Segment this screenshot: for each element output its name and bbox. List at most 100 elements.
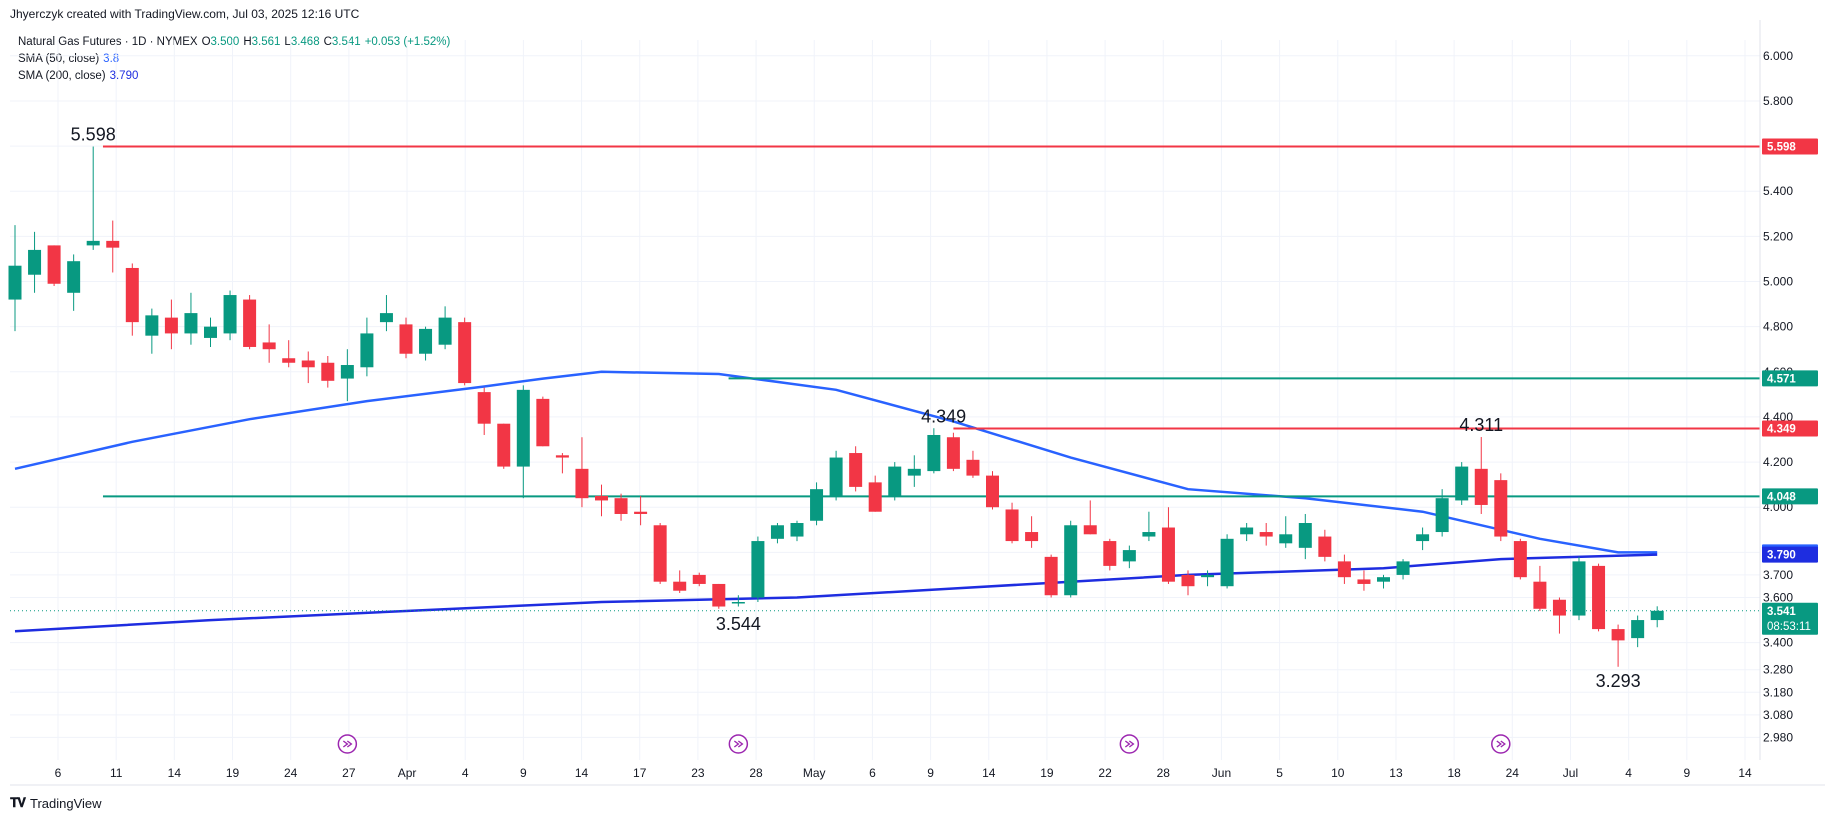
candle[interactable]: [1044, 554, 1058, 598]
symbol-name[interactable]: Natural Gas Futures · 1D · NYMEX: [18, 36, 198, 48]
candle[interactable]: [653, 523, 667, 584]
candle[interactable]: [692, 572, 706, 587]
candle[interactable]: [1611, 624, 1625, 667]
candle[interactable]: [1318, 529, 1332, 562]
candle[interactable]: [1572, 556, 1586, 621]
candle[interactable]: [1650, 606, 1664, 628]
candle[interactable]: [1494, 473, 1508, 542]
candle[interactable]: [555, 453, 569, 474]
candle[interactable]: [301, 351, 315, 384]
candle[interactable]: [223, 290, 237, 341]
candle[interactable]: [888, 462, 902, 501]
time-axis[interactable]: 6 11 14 19 24 27 Apr 4 9 14 17 23 28 May 6 9 14 19 22 28 Jun…: [10, 766, 1825, 786]
dividend-event-icon[interactable]: [1491, 734, 1511, 754]
candle[interactable]: [379, 295, 393, 332]
candle[interactable]: [497, 423, 511, 469]
candle[interactable]: [536, 396, 550, 447]
candle[interactable]: [966, 450, 980, 478]
candle[interactable]: [1220, 534, 1234, 589]
candle[interactable]: [1631, 615, 1645, 648]
candle[interactable]: [712, 583, 726, 609]
candle[interactable]: [86, 146, 100, 250]
price-axis[interactable]: 6.0005.8005.6005.4005.2005.0004.8004.600…: [1759, 20, 1793, 760]
candle[interactable]: [184, 292, 198, 345]
candle[interactable]: [1435, 489, 1449, 537]
candle[interactable]: [321, 355, 335, 388]
candle[interactable]: [1513, 538, 1527, 580]
candle[interactable]: [829, 450, 843, 501]
candle[interactable]: [419, 326, 433, 361]
candle[interactable]: [770, 523, 784, 544]
price-annotation[interactable]: 3.293: [1596, 671, 1641, 691]
candle[interactable]: [575, 437, 589, 508]
tradingview-logo[interactable]: 𝐓𝐕 TradingView: [10, 795, 102, 811]
candle[interactable]: [1259, 523, 1273, 546]
candle[interactable]: [1337, 554, 1351, 584]
candle[interactable]: [1474, 437, 1488, 514]
candle[interactable]: [106, 220, 120, 273]
price-annotation[interactable]: 4.311: [1459, 415, 1503, 435]
price-annotation[interactable]: 4.349: [921, 406, 966, 426]
price-annotation[interactable]: 5.598: [71, 125, 116, 145]
candle[interactable]: [145, 308, 159, 354]
candle[interactable]: [1161, 507, 1175, 584]
candle[interactable]: [8, 225, 22, 332]
candle[interactable]: [946, 432, 960, 472]
candle[interactable]: [907, 455, 921, 487]
candle[interactable]: [438, 306, 452, 350]
dividend-event-icon[interactable]: [728, 734, 749, 754]
candle[interactable]: [868, 475, 882, 512]
price-annotation[interactable]: 3.544: [716, 614, 761, 634]
candle[interactable]: [1298, 513, 1312, 560]
candle[interactable]: [458, 317, 472, 386]
candle[interactable]: [243, 295, 257, 350]
candle[interactable]: [790, 520, 804, 542]
candle[interactable]: [1103, 538, 1117, 571]
candle[interactable]: [595, 484, 608, 517]
candle[interactable]: [360, 317, 374, 377]
candle[interactable]: [399, 317, 413, 359]
candle[interactable]: [1064, 520, 1078, 598]
candle[interactable]: [1533, 565, 1547, 612]
candle[interactable]: [1083, 500, 1097, 535]
candle[interactable]: [1552, 597, 1566, 634]
candle[interactable]: [47, 245, 61, 287]
candle[interactable]: [477, 387, 491, 435]
candle[interactable]: [810, 482, 824, 526]
candle[interactable]: [164, 299, 178, 350]
dividend-event-icon[interactable]: [1119, 734, 1140, 754]
candle[interactable]: [1592, 563, 1606, 632]
candle[interactable]: [673, 570, 687, 593]
candle[interactable]: [634, 495, 648, 526]
candle[interactable]: [1005, 502, 1019, 544]
candle[interactable]: [731, 595, 745, 607]
candle[interactable]: [1240, 523, 1254, 542]
candle[interactable]: [516, 385, 530, 499]
candle[interactable]: [751, 536, 765, 603]
candle[interactable]: [1455, 462, 1469, 505]
candle[interactable]: [1396, 559, 1410, 580]
candle[interactable]: [1416, 527, 1430, 551]
candle[interactable]: [927, 428, 941, 474]
candle[interactable]: [849, 446, 863, 492]
candle[interactable]: [282, 340, 296, 368]
candle[interactable]: [340, 349, 354, 402]
dividend-event-icon[interactable]: [337, 734, 358, 754]
candle[interactable]: [1122, 545, 1136, 569]
legend-sma200-row[interactable]: SMA (200, close) 3.790: [18, 68, 450, 85]
candle[interactable]: [1377, 574, 1390, 589]
candle[interactable]: [1357, 570, 1371, 591]
candle[interactable]: [67, 254, 81, 311]
candle[interactable]: [204, 317, 217, 347]
candle[interactable]: [125, 263, 139, 336]
candle[interactable]: [1025, 516, 1039, 548]
candle[interactable]: [1201, 570, 1215, 587]
candle[interactable]: [262, 324, 276, 363]
candle[interactable]: [1279, 516, 1293, 548]
candle[interactable]: [986, 471, 999, 510]
candle[interactable]: [28, 231, 42, 293]
candle[interactable]: [614, 493, 628, 521]
candle[interactable]: [1181, 570, 1195, 596]
candle[interactable]: [1142, 511, 1156, 542]
